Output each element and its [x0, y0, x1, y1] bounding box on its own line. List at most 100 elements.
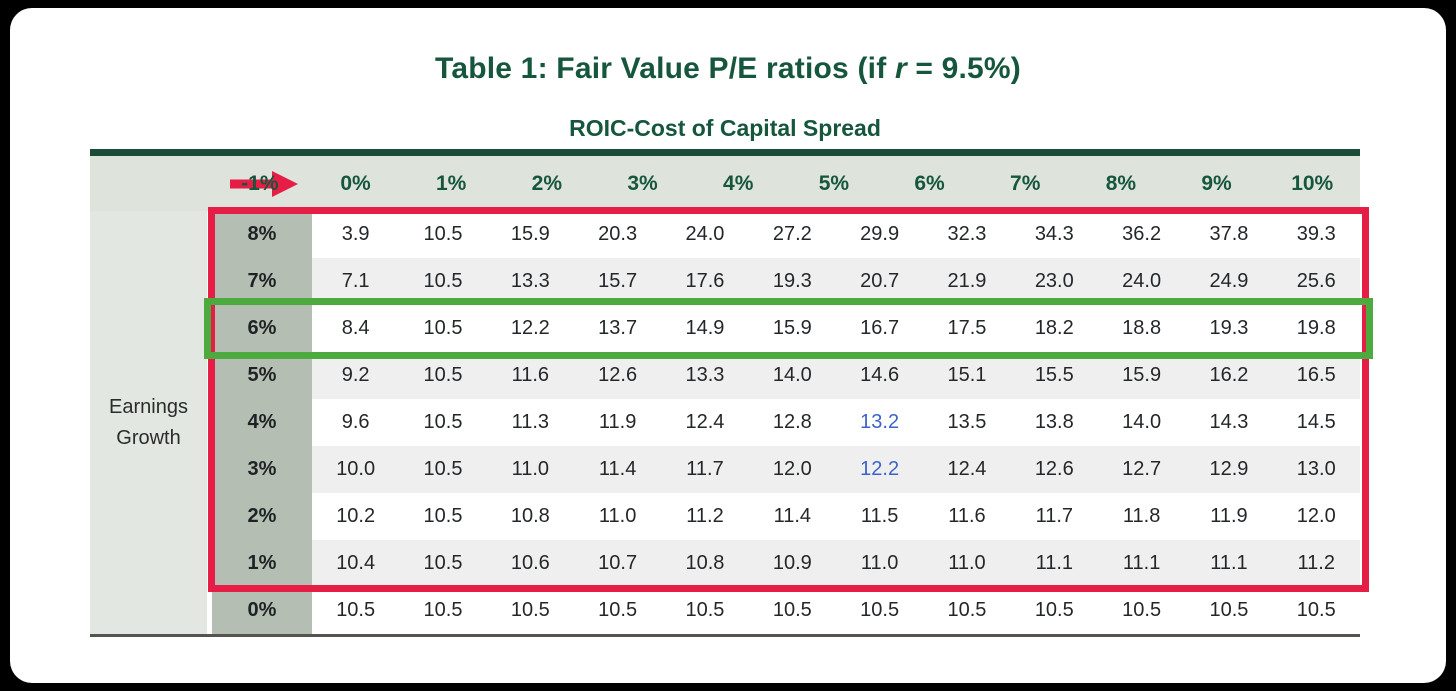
value-cell: 19.3 [1185, 305, 1273, 352]
row-label: 4% [212, 399, 312, 446]
value-cell: 10.5 [573, 587, 662, 634]
column-header: -1% [241, 171, 279, 195]
row-label: 8% [212, 211, 312, 258]
value-cell: 12.8 [748, 399, 836, 446]
value-cell: 11.5 [835, 493, 924, 540]
value-cell: 12.4 [661, 399, 749, 446]
value-cell: 20.7 [835, 258, 924, 305]
value-cell: 10.5 [399, 305, 487, 352]
title-italic-r: r [894, 52, 907, 85]
value-cell: 12.4 [923, 446, 1011, 493]
value-cell: 13.7 [573, 305, 662, 352]
table-row: 6% 8.4 10.5 12.2 13.7 14.9 15.9 16.7 17.5 18.2 18.… [212, 305, 1360, 352]
value-cell: 21.9 [923, 258, 1011, 305]
value-cell: 10.5 [1272, 587, 1360, 634]
value-cell: 11.1 [1010, 540, 1098, 587]
value-cell: 12.7 [1097, 446, 1186, 493]
value-cell: 10.2 [312, 493, 400, 540]
value-cell: 15.5 [1010, 352, 1098, 399]
column-header: 1% [436, 171, 467, 195]
value-cell: 10.5 [835, 587, 924, 634]
value-cell: 12.0 [748, 446, 836, 493]
value-cell: 36.2 [1097, 211, 1186, 258]
value-cell: 14.0 [748, 352, 836, 399]
header-row: -1% 0% 1% 2% 3% 4% 5% 6% 7% 8% 9% 10% [90, 156, 1360, 211]
value-cell: 15.9 [748, 305, 836, 352]
column-header: 0% [340, 171, 371, 195]
column-header: 4% [723, 171, 754, 195]
value-cell: 13.2 [835, 399, 924, 446]
value-cell: 12.9 [1185, 446, 1273, 493]
value-cell: 11.6 [923, 493, 1011, 540]
value-cell: 10.5 [399, 587, 487, 634]
value-cell: 19.3 [748, 258, 836, 305]
value-cell: 10.5 [399, 211, 487, 258]
value-cell: 11.2 [1272, 540, 1360, 587]
value-cell: 18.2 [1010, 305, 1098, 352]
value-cell: 7.1 [312, 258, 400, 305]
value-cell: 11.9 [1185, 493, 1273, 540]
row-label: 0% [212, 587, 312, 634]
value-cell: 25.6 [1272, 258, 1360, 305]
value-cell: 18.8 [1097, 305, 1186, 352]
value-cell: 11.3 [486, 399, 574, 446]
value-cell: 11.4 [748, 493, 836, 540]
value-cell: 11.9 [573, 399, 662, 446]
value-cell: 10.0 [312, 446, 400, 493]
row-axis-title-line2: Growth [116, 426, 181, 449]
value-cell: 12.6 [1010, 446, 1098, 493]
column-headers: -1% 0% 1% 2% 3% 4% 5% 6% 7% 8% 9% 10% [212, 156, 1360, 211]
value-cell: 13.3 [661, 352, 749, 399]
value-cell: 15.7 [573, 258, 662, 305]
value-cell: 10.5 [748, 587, 836, 634]
value-cell: 10.5 [399, 258, 487, 305]
value-cell: 39.3 [1272, 211, 1360, 258]
value-cell: 14.9 [661, 305, 749, 352]
value-cell: 10.5 [399, 399, 487, 446]
value-cell: 12.2 [486, 305, 574, 352]
value-cell: 10.5 [1097, 587, 1186, 634]
value-cell: 37.8 [1185, 211, 1273, 258]
value-cell: 16.5 [1272, 352, 1360, 399]
table-row: 2% 10.2 10.5 10.8 11.0 11.2 11.4 11.5 11.6 11.7 11… [212, 493, 1360, 540]
table-body: Earnings Growth 8% 3.9 10.5 15.9 20.3 24.0 27.… [90, 207, 1373, 637]
value-cell: 10.6 [486, 540, 574, 587]
table-area: ROIC-Cost of Capital Spread -1% 0% 1% 2% 3% 4… [90, 114, 1373, 637]
value-cell: 34.3 [1010, 211, 1098, 258]
value-cell: 9.2 [312, 352, 400, 399]
row-label: 1% [212, 540, 312, 587]
table-row: 5% 9.2 10.5 11.6 12.6 13.3 14.0 14.6 15.1 15.5 15.… [212, 352, 1360, 399]
value-cell: 14.3 [1185, 399, 1273, 446]
value-cell: 19.8 [1272, 305, 1360, 352]
value-cell: 15.1 [923, 352, 1011, 399]
value-cell: 13.5 [923, 399, 1011, 446]
value-cell: 10.5 [312, 587, 400, 634]
row-axis-title-line1: Earnings [109, 395, 188, 418]
value-cell: 11.0 [835, 540, 924, 587]
table-row: 8% 3.9 10.5 15.9 20.3 24.0 27.2 29.9 32.3 34.3 36.… [212, 211, 1360, 258]
value-cell: 16.7 [835, 305, 924, 352]
value-cell: 11.0 [573, 493, 662, 540]
value-cell: 10.7 [573, 540, 662, 587]
column-header: 5% [818, 171, 850, 195]
row-label: 2% [212, 493, 312, 540]
value-cell: 12.6 [573, 352, 662, 399]
value-cell: 14.5 [1272, 399, 1360, 446]
column-header: 3% [627, 171, 658, 195]
figure-title: Table 1: Fair Value P/E ratios (if r = 9… [10, 52, 1446, 86]
value-cell: 10.5 [1010, 587, 1098, 634]
title-text-suffix: = 9.5%) [906, 52, 1021, 85]
value-cell: 10.5 [661, 587, 749, 634]
value-cell: 10.8 [661, 540, 749, 587]
value-cell: 10.5 [399, 446, 487, 493]
value-cell: 29.9 [835, 211, 924, 258]
value-cell: 15.9 [486, 211, 574, 258]
value-cell: 11.6 [486, 352, 574, 399]
table-grid: 8% 3.9 10.5 15.9 20.3 24.0 27.2 29.9 32.3 34.3 36.… [212, 211, 1360, 634]
value-cell: 10.8 [486, 493, 574, 540]
row-label: 5% [212, 352, 312, 399]
table-row: 4% 9.6 10.5 11.3 11.9 12.4 12.8 13.2 13.5 13.8 14.… [212, 399, 1360, 446]
column-header: 8% [1105, 171, 1137, 195]
value-cell: 24.0 [661, 211, 749, 258]
value-cell: 11.1 [1185, 540, 1273, 587]
